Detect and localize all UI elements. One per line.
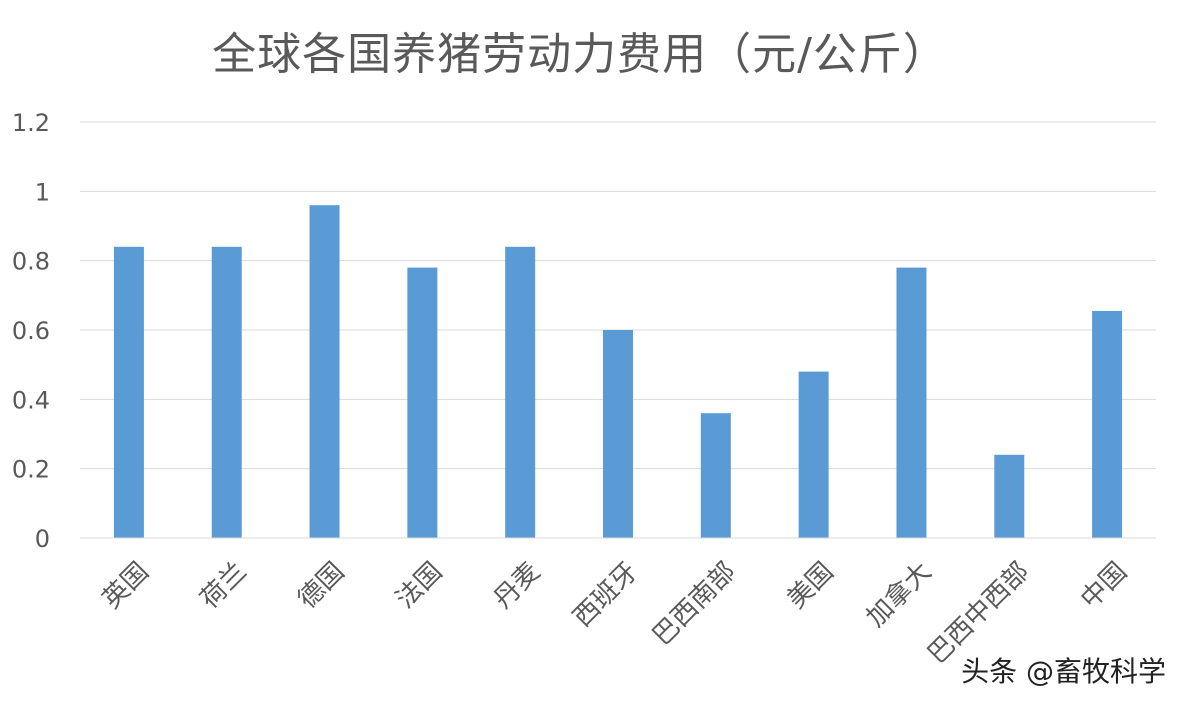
y-tick-label: 0.2 xyxy=(12,456,50,484)
x-tick-label: 德国 xyxy=(293,557,351,615)
x-tick-label: 丹麦 xyxy=(488,557,546,615)
y-tick-label: 0 xyxy=(35,525,50,553)
bar xyxy=(798,371,829,538)
y-tick-label: 0.6 xyxy=(12,317,50,345)
y-tick-label: 0.8 xyxy=(12,248,50,276)
bar xyxy=(407,267,438,538)
bar xyxy=(211,246,242,539)
y-tick-label: 1.2 xyxy=(12,109,50,137)
bar xyxy=(309,205,340,538)
x-tick-label: 美国 xyxy=(782,557,840,615)
x-tick-label: 西班牙 xyxy=(568,557,644,633)
bar xyxy=(505,246,536,539)
bar xyxy=(1092,310,1123,538)
bar xyxy=(603,330,633,538)
y-tick-label: 0.4 xyxy=(12,386,50,414)
bar xyxy=(700,413,731,538)
bar xyxy=(896,267,927,538)
watermark: 头条 @畜牧科学 xyxy=(961,655,1166,688)
x-tick-label: 加拿大 xyxy=(861,557,937,633)
x-tick-label: 英国 xyxy=(97,557,155,615)
y-tick-label: 1 xyxy=(35,178,50,206)
x-tick-label: 法国 xyxy=(390,557,448,615)
bar xyxy=(994,454,1025,538)
bar xyxy=(113,246,144,539)
x-tick-label: 中国 xyxy=(1075,557,1133,615)
x-tick-label: 巴西南部 xyxy=(647,557,742,652)
chart-title: 全球各国养猪劳动力费用（元/公斤） xyxy=(212,29,948,80)
x-tick-label: 荷兰 xyxy=(195,557,253,615)
